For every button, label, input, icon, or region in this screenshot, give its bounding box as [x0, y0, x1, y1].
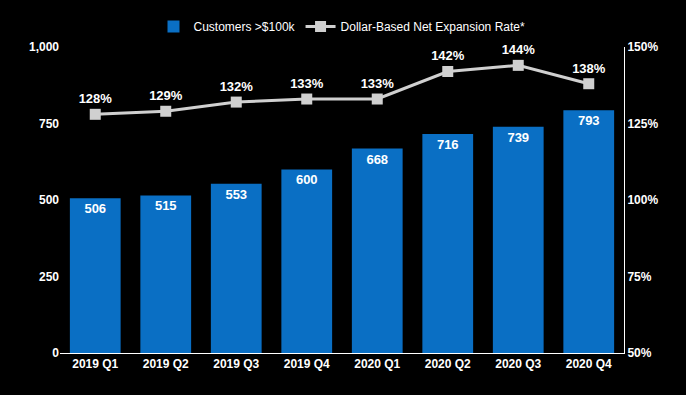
- svg-text:100%: 100%: [627, 193, 658, 207]
- svg-text:2020 Q4: 2020 Q4: [566, 357, 612, 371]
- svg-text:553: 553: [225, 187, 247, 202]
- svg-text:793: 793: [578, 113, 600, 128]
- svg-text:50%: 50%: [627, 346, 651, 360]
- svg-text:668: 668: [366, 152, 388, 167]
- svg-text:Customers >$100k: Customers >$100k: [194, 20, 296, 34]
- svg-text:2020 Q2: 2020 Q2: [425, 357, 471, 371]
- svg-text:Dollar-Based Net Expansion Rat: Dollar-Based Net Expansion Rate*: [341, 20, 525, 34]
- svg-text:2019 Q2: 2019 Q2: [143, 357, 189, 371]
- svg-text:716: 716: [437, 137, 459, 152]
- svg-text:750: 750: [39, 117, 59, 131]
- svg-text:129%: 129%: [149, 88, 183, 103]
- svg-text:0: 0: [52, 346, 59, 360]
- svg-text:515: 515: [155, 198, 177, 213]
- svg-text:2019 Q4: 2019 Q4: [284, 357, 330, 371]
- svg-text:500: 500: [39, 193, 59, 207]
- svg-text:125%: 125%: [627, 117, 658, 131]
- svg-text:2020 Q1: 2020 Q1: [354, 357, 400, 371]
- svg-text:75%: 75%: [627, 270, 651, 284]
- svg-text:142%: 142%: [431, 48, 465, 63]
- svg-text:144%: 144%: [502, 42, 536, 57]
- svg-text:2019 Q1: 2019 Q1: [72, 357, 118, 371]
- svg-text:506: 506: [84, 201, 106, 216]
- svg-text:150%: 150%: [627, 40, 658, 54]
- svg-text:133%: 133%: [290, 76, 324, 91]
- svg-text:138%: 138%: [572, 61, 606, 76]
- svg-text:2019 Q3: 2019 Q3: [213, 357, 259, 371]
- svg-text:2020 Q3: 2020 Q3: [495, 357, 541, 371]
- svg-text:1,000: 1,000: [29, 40, 59, 54]
- svg-text:132%: 132%: [220, 79, 254, 94]
- svg-text:128%: 128%: [79, 91, 113, 106]
- svg-text:250: 250: [39, 270, 59, 284]
- svg-text:600: 600: [296, 172, 318, 187]
- svg-text:133%: 133%: [361, 76, 395, 91]
- svg-text:739: 739: [507, 130, 529, 145]
